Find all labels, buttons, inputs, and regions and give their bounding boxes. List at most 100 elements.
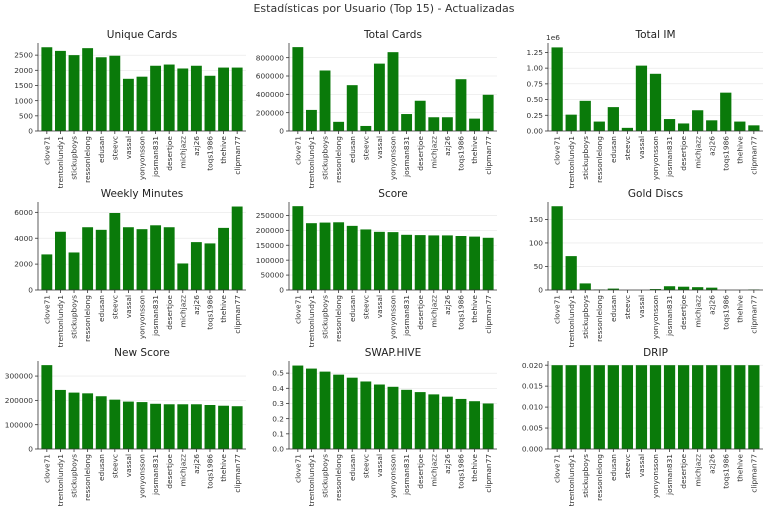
- y-tick-label: 1500: [14, 81, 33, 90]
- x-tick-label: michjazz: [693, 454, 702, 486]
- bar: [95, 57, 107, 131]
- x-tick-label: stickupboys: [581, 454, 590, 498]
- x-tick-label: michjazz: [429, 136, 438, 168]
- x-tick-label: vassal: [375, 295, 384, 318]
- y-tick-label: 2000: [14, 260, 33, 269]
- bar: [292, 206, 304, 290]
- x-tick-label: yonyonsson: [389, 454, 398, 498]
- x-tick-label: steevc: [361, 295, 370, 319]
- bar: [414, 392, 426, 449]
- bar: [692, 110, 704, 131]
- x-tick-label: michjazz: [178, 136, 187, 168]
- x-tick-label: edusan: [348, 136, 357, 163]
- x-tick-label: yonyonsson: [138, 136, 147, 180]
- bar: [163, 404, 175, 449]
- x-tick-label: yonyonsson: [651, 136, 660, 180]
- bar: [109, 399, 121, 449]
- bar: [373, 384, 385, 449]
- x-tick-label: vassal: [637, 136, 646, 159]
- x-tick-label: azj26: [707, 454, 716, 474]
- bar: [635, 65, 648, 131]
- y-tick-label: 800000: [256, 53, 285, 62]
- y-tick-label: 0.020: [522, 361, 543, 370]
- bar: [663, 286, 676, 290]
- x-tick-label: thehive: [470, 295, 479, 323]
- bar: [593, 121, 605, 131]
- y-tick-label: 0.000: [522, 445, 543, 454]
- bar: [482, 237, 494, 290]
- bar: [68, 392, 80, 449]
- bar: [305, 368, 317, 449]
- bar: [387, 232, 399, 290]
- x-tick-label: clipman77: [484, 136, 493, 175]
- x-tick-label: edusan: [97, 136, 106, 163]
- x-tick-label: trentonlundy1: [567, 295, 576, 348]
- bar: [136, 402, 148, 449]
- bar: [579, 283, 591, 290]
- y-tick-label: 1000: [14, 96, 33, 105]
- bar: [551, 365, 563, 449]
- x-tick-label: clipman77: [749, 136, 758, 175]
- x-tick-label: michjazz: [693, 136, 702, 168]
- x-tick-label: trentonlundy1: [56, 295, 65, 348]
- bar: [68, 252, 80, 290]
- bar: [305, 223, 317, 290]
- bar: [414, 100, 426, 131]
- bar: [621, 127, 634, 131]
- y-tick-label: 0: [28, 445, 33, 454]
- x-tick-label: clipman77: [233, 454, 242, 493]
- x-tick-label: steevc: [110, 295, 119, 319]
- x-tick-label: desertjoe: [165, 295, 174, 330]
- x-tick-label: azj26: [707, 136, 716, 156]
- x-tick-label: ressonlelong: [83, 295, 92, 342]
- bar: [387, 52, 399, 131]
- bar: [455, 236, 467, 290]
- y-tick-label: 0: [279, 286, 284, 295]
- bar: [292, 47, 304, 131]
- bar: [54, 50, 66, 131]
- bar: [333, 222, 345, 290]
- x-tick-label: toqs1986: [206, 295, 215, 330]
- x-tick-label: edusan: [609, 454, 618, 481]
- subplot-title: Score: [378, 188, 407, 200]
- x-tick-label: clipman77: [484, 295, 493, 334]
- x-tick-label: edusan: [609, 136, 618, 163]
- bar: [319, 70, 331, 131]
- bar: [455, 79, 467, 131]
- bar: [565, 365, 577, 449]
- subplot-9: DRIP 0.000 0.005 0.010 0.015 0.020 clove71 tren…: [522, 347, 763, 506]
- bar: [482, 403, 494, 449]
- x-tick-label: trentonlundy1: [307, 295, 316, 348]
- x-tick-label: vassal: [637, 454, 646, 477]
- bar: [387, 386, 399, 449]
- y-tick-label: 50000: [260, 271, 284, 280]
- y-tick-label: 2500: [14, 51, 33, 60]
- x-tick-label: steevc: [623, 454, 632, 478]
- y-tick-label: 0: [538, 286, 543, 295]
- x-tick-label: toqs1986: [206, 454, 215, 489]
- x-tick-label: azj26: [443, 295, 452, 315]
- subplot-title: Gold Discs: [628, 188, 683, 200]
- bar: [333, 121, 345, 131]
- x-tick-label: clipman77: [233, 136, 242, 175]
- bar: [428, 117, 440, 131]
- x-tick-label: clipman77: [749, 295, 758, 334]
- x-tick-label: ressonlelong: [595, 136, 604, 183]
- bar: [122, 227, 134, 290]
- y-tick-label: 0.015: [522, 382, 543, 391]
- x-tick-label: ressonlelong: [595, 454, 604, 501]
- y-tick-label: 0.005: [522, 424, 543, 433]
- x-tick-label: yonyonsson: [389, 136, 398, 180]
- bar: [109, 213, 121, 290]
- bar: [607, 107, 619, 131]
- x-tick-label: vassal: [375, 136, 384, 159]
- subplot-6: Gold Discs 0 50 100 150 clove71 trentonlundy1 s…: [529, 188, 763, 347]
- bar: [122, 401, 134, 449]
- bar: [482, 94, 494, 131]
- y-tick-label: 0.50: [527, 95, 544, 104]
- bar: [663, 365, 676, 449]
- x-tick-label: edusan: [97, 295, 106, 322]
- bar: [150, 225, 162, 290]
- y-tick-label: 0.2: [272, 414, 284, 423]
